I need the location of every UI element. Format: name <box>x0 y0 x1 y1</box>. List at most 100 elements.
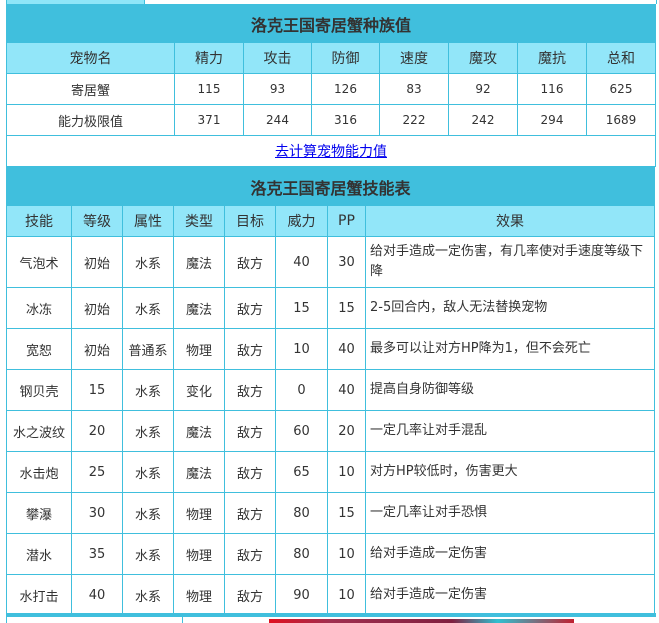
content: 洛克王国寄居蟹种族值 宠物名 精力 攻击 防御 速度 魔攻 魔抗 总和 寄居蟹 115 93 126… <box>5 4 657 616</box>
stat-value: 1689 <box>585 104 657 136</box>
skills-title: 洛克王国寄居蟹技能表 <box>6 167 655 206</box>
skill-level: 40 <box>71 574 123 616</box>
skills-header-cell: 技能 <box>6 205 72 237</box>
stat-value: 92 <box>448 73 518 105</box>
table-row: 攀瀑 30 水系 物理 敌方 80 15 一定几率让对手恐惧 <box>6 492 655 534</box>
skill-target: 敌方 <box>224 533 276 575</box>
skills-header-row: 技能 等级 属性 类型 目标 威力 PP 效果 <box>6 205 655 237</box>
skill-level: 25 <box>71 451 123 493</box>
skill-effect: 一定几率让对手恐惧 <box>365 492 655 534</box>
skill-name: 水击炮 <box>6 451 72 493</box>
skill-pp: 10 <box>327 574 366 616</box>
stats-header-row: 宠物名 精力 攻击 防御 速度 魔攻 魔抗 总和 <box>6 42 657 74</box>
stat-value: 294 <box>517 104 587 136</box>
skill-effect: 对方HP较低时，伤害更大 <box>365 451 655 493</box>
skill-attribute: 水系 <box>122 533 174 575</box>
table-row: 水击炮 25 水系 魔法 敌方 65 10 对方HP较低时，伤害更大 <box>6 451 655 493</box>
skill-level: 初始 <box>71 236 123 288</box>
skill-type: 物理 <box>173 328 225 370</box>
link-cell: 去计算宠物能力值 <box>5 135 657 167</box>
skill-effect: 最多可以让对方HP降为1，但不会死亡 <box>365 328 655 370</box>
table-row: 水之波纹 20 水系 魔法 敌方 60 20 一定几率让对手混乱 <box>6 410 655 452</box>
skills-header-cell: 等级 <box>71 205 123 237</box>
skill-target: 敌方 <box>224 287 276 329</box>
banner-image <box>269 619 574 623</box>
divider <box>182 617 183 623</box>
skill-type: 物理 <box>173 492 225 534</box>
skill-power: 60 <box>275 410 328 452</box>
stat-value: 244 <box>243 104 312 136</box>
skill-type: 魔法 <box>173 410 225 452</box>
skill-power: 65 <box>275 451 328 493</box>
skill-target: 敌方 <box>224 328 276 370</box>
skill-type: 物理 <box>173 574 225 616</box>
skill-attribute: 水系 <box>122 451 174 493</box>
skill-pp: 40 <box>327 328 366 370</box>
skill-pp: 40 <box>327 369 366 411</box>
skill-name: 气泡术 <box>6 236 72 288</box>
skill-target: 敌方 <box>224 369 276 411</box>
skill-effect: 2-5回合内，敌人无法替换宠物 <box>365 287 655 329</box>
skill-name: 钢贝壳 <box>6 369 72 411</box>
skill-power: 80 <box>275 492 328 534</box>
skill-type: 魔法 <box>173 451 225 493</box>
table-row: 寄居蟹 115 93 126 83 92 116 625 <box>6 73 657 105</box>
skills-header-cell: PP <box>327 205 366 237</box>
skill-attribute: 水系 <box>122 236 174 288</box>
skill-attribute: 水系 <box>122 574 174 616</box>
stats-table: 洛克王国寄居蟹种族值 宠物名 精力 攻击 防御 速度 魔攻 魔抗 总和 寄居蟹 115 93 126… <box>5 4 657 167</box>
skill-level: 初始 <box>71 328 123 370</box>
stats-header-cell: 总和 <box>585 42 657 74</box>
skill-power: 15 <box>275 287 328 329</box>
stats-header-cell: 速度 <box>379 42 449 74</box>
skill-pp: 15 <box>327 492 366 534</box>
top-strip <box>6 0 657 4</box>
stats-title: 洛克王国寄居蟹种族值 <box>5 4 657 43</box>
skill-pp: 30 <box>327 236 366 288</box>
skill-pp: 20 <box>327 410 366 452</box>
calc-ability-link[interactable]: 去计算宠物能力值 <box>275 144 387 160</box>
skill-name: 攀瀑 <box>6 492 72 534</box>
skill-effect: 给对手造成一定伤害，有几率使对手速度等级下降 <box>365 236 655 288</box>
stats-header-cell: 魔攻 <box>448 42 518 74</box>
skill-target: 敌方 <box>224 410 276 452</box>
stat-value: 242 <box>448 104 518 136</box>
skill-effect: 提高自身防御等级 <box>365 369 655 411</box>
table-row: 水打击 40 水系 物理 敌方 90 10 给对手造成一定伤害 <box>6 574 655 616</box>
stat-value: 126 <box>311 73 380 105</box>
table-row: 钢贝壳 15 水系 变化 敌方 0 40 提高自身防御等级 <box>6 369 655 411</box>
skill-level: 35 <box>71 533 123 575</box>
skill-attribute: 水系 <box>122 410 174 452</box>
skills-header-cell: 威力 <box>275 205 328 237</box>
skill-level: 初始 <box>71 287 123 329</box>
stat-value: 371 <box>174 104 244 136</box>
skill-type: 魔法 <box>173 236 225 288</box>
skill-effect: 一定几率让对手混乱 <box>365 410 655 452</box>
skill-level: 20 <box>71 410 123 452</box>
skill-attribute: 水系 <box>122 369 174 411</box>
top-tab <box>7 0 145 4</box>
skill-name: 冰冻 <box>6 287 72 329</box>
skill-level: 15 <box>71 369 123 411</box>
stat-value: 115 <box>174 73 244 105</box>
skill-type: 魔法 <box>173 287 225 329</box>
skill-power: 0 <box>275 369 328 411</box>
next-section-border <box>6 613 656 623</box>
skill-power: 80 <box>275 533 328 575</box>
skill-effect: 给对手造成一定伤害 <box>365 574 655 616</box>
skill-name: 水之波纹 <box>6 410 72 452</box>
skills-header-cell: 目标 <box>224 205 276 237</box>
table-row: 能力极限值 371 244 316 222 242 294 1689 <box>6 104 657 136</box>
skill-target: 敌方 <box>224 492 276 534</box>
skill-type: 变化 <box>173 369 225 411</box>
skill-type: 物理 <box>173 533 225 575</box>
skill-power: 90 <box>275 574 328 616</box>
stats-header-cell: 攻击 <box>243 42 312 74</box>
skill-level: 30 <box>71 492 123 534</box>
stat-value: 93 <box>243 73 312 105</box>
stat-value: 625 <box>585 73 657 105</box>
skill-target: 敌方 <box>224 451 276 493</box>
stat-value: 222 <box>379 104 449 136</box>
table-row: 潜水 35 水系 物理 敌方 80 10 给对手造成一定伤害 <box>6 533 655 575</box>
skill-pp: 10 <box>327 533 366 575</box>
